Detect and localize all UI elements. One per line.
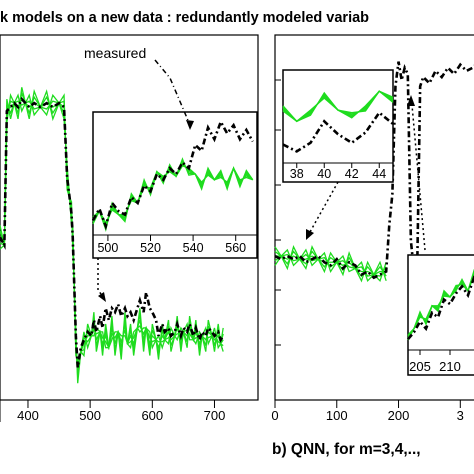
right-inset-bottom-x-tick-label: 210 <box>439 359 461 374</box>
right-panel: 0 100 200 3 <box>271 34 474 423</box>
left-inset-model-line <box>92 157 253 225</box>
right-inset-bottom-measured-line <box>407 275 474 341</box>
left-x-tick-label: 700 <box>204 408 226 423</box>
right-inset-top-series <box>282 90 394 153</box>
panel-b-caption: b) QNN, for m=3,4,.., <box>272 441 421 458</box>
left-model-line <box>0 89 224 384</box>
right-inset-top-x-tick-label: 44 <box>372 167 386 181</box>
left-plot-frame <box>0 34 259 401</box>
left-panel: 400 500 600 700 <box>0 34 259 423</box>
right-inset-top-x-tick-label: 42 <box>345 167 359 181</box>
left-inset-frame <box>92 111 258 259</box>
right-x-tick-label: 0 <box>271 408 278 423</box>
right-inset-top-frame <box>282 69 394 183</box>
right-plot-frame <box>274 34 474 401</box>
right-inset-bottom: 205 210 <box>407 254 474 376</box>
right-inset-top-model-line <box>282 90 394 123</box>
right-inset-top-connector-head <box>306 229 314 240</box>
right-inset-top: 38 40 42 44 <box>282 69 394 183</box>
measured-annotation: measured <box>84 45 146 61</box>
left-inset-connector-head <box>98 292 106 302</box>
figure-title: k models on a new data : redundantly mod… <box>0 10 369 26</box>
left-inset-measured-line <box>91 118 254 231</box>
right-inset-bottom-series <box>407 268 474 341</box>
measured-arrow-head <box>186 120 194 130</box>
left-inset-series <box>91 118 254 233</box>
right-model-line <box>274 253 387 277</box>
right-x-tick-label: 100 <box>326 408 348 423</box>
right-inset-top-x-tick-label: 40 <box>317 167 331 181</box>
right-model-line <box>274 248 387 282</box>
right-x-tick-label: 3 <box>457 408 464 423</box>
right-inset-bottom-model-line <box>407 268 474 341</box>
right-inset-bottom-frame <box>407 254 474 376</box>
right-x-ticks: 0 100 200 3 <box>271 400 464 423</box>
left-inset-x-tick-label: 500 <box>97 241 118 255</box>
left-inset-x-tick-label: 560 <box>225 241 246 255</box>
right-x-tick-label: 200 <box>388 408 410 423</box>
right-inset-bottom-connector-head <box>407 95 415 106</box>
right-y-ticks <box>275 79 281 346</box>
right-inset-top-x-ticks: 38 40 42 44 <box>290 163 386 181</box>
right-inset-bottom-x-ticks: 205 210 <box>409 350 461 374</box>
right-model-line <box>274 245 387 283</box>
left-inset-connector <box>97 258 105 299</box>
right-model-line <box>275 255 387 276</box>
left-series <box>0 87 225 384</box>
right-measured-line <box>274 61 474 280</box>
left-measured-line <box>0 96 225 368</box>
right-inset-top-measured-line <box>282 110 394 153</box>
left-inset-x-tick-label: 520 <box>140 241 161 255</box>
right-inset-bottom-connector <box>411 104 426 251</box>
left-x-tick-label: 400 <box>17 408 39 423</box>
left-inset: 500 520 540 560 <box>91 111 258 259</box>
left-x-tick-label: 500 <box>79 408 101 423</box>
right-inset-bottom-x-tick-label: 205 <box>409 359 431 374</box>
left-x-tick-label: 600 <box>141 408 163 423</box>
right-model-line <box>274 250 387 278</box>
left-inset-x-tick-label: 540 <box>183 241 204 255</box>
left-x-ticks: 400 500 600 700 <box>17 400 225 423</box>
right-inset-top-x-tick-label: 38 <box>290 167 304 181</box>
right-inset-top-connector <box>309 181 339 233</box>
left-inset-x-ticks: 500 520 540 560 <box>97 235 246 255</box>
right-series <box>274 61 474 283</box>
